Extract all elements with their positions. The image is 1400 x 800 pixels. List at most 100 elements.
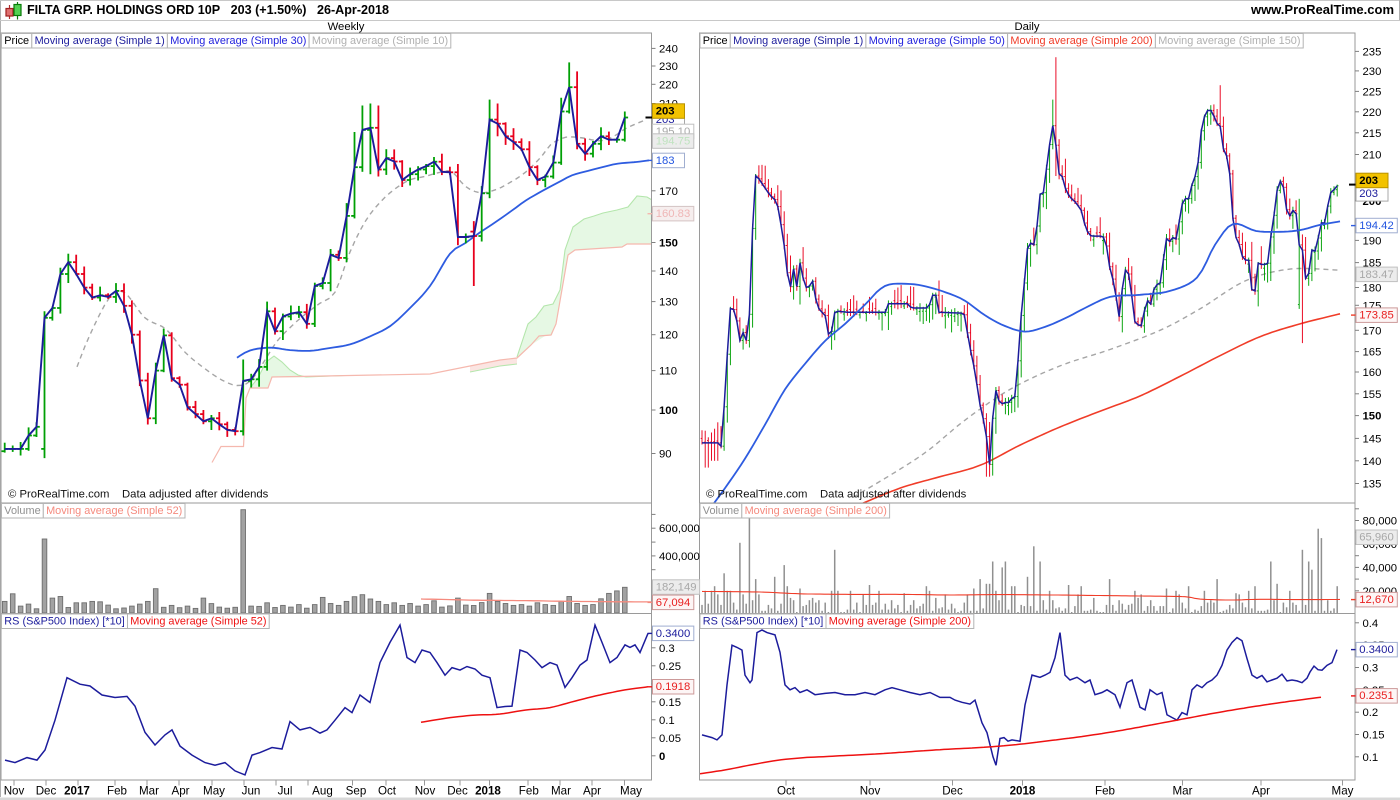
svg-text:2017: 2017 [64,785,90,798]
svg-text:90: 90 [659,449,672,461]
svg-text:170: 170 [659,186,678,198]
svg-text:0.25: 0.25 [659,661,681,673]
svg-text:230: 230 [659,61,678,73]
svg-text:Jun: Jun [242,785,261,798]
svg-text:Aug: Aug [312,785,333,798]
svg-text:0.05: 0.05 [659,733,681,745]
svg-text:235: 235 [1363,46,1382,58]
svg-text:Mar: Mar [1173,785,1193,798]
svg-text:12,670: 12,670 [1359,594,1394,606]
svg-text:203: 203 [656,105,675,117]
svg-text:Moving average (Simple 50): Moving average (Simple 50) [869,35,1005,47]
svg-text:600,000: 600,000 [659,523,700,535]
svg-text:194.75: 194.75 [656,135,691,147]
svg-text:180: 180 [1363,283,1382,295]
svg-text:Moving average (Simple 1): Moving average (Simple 1) [35,35,165,47]
svg-text:Oct: Oct [777,785,796,798]
svg-text:183: 183 [656,155,675,167]
svg-text:May: May [203,785,225,798]
svg-text:210: 210 [1363,150,1382,162]
svg-text:67,094: 67,094 [656,597,691,609]
svg-text:203: 203 [1359,175,1378,187]
svg-text:Dec: Dec [36,785,57,798]
svg-text:Jul: Jul [278,785,293,798]
svg-text:Dec: Dec [447,785,468,798]
svg-text:182,149: 182,149 [656,581,697,593]
svg-text:© ProRealTime.com: © ProRealTime.com [8,489,109,501]
svg-text:160: 160 [1363,367,1382,379]
svg-text:0.1: 0.1 [659,715,675,727]
svg-text:May: May [620,785,642,798]
svg-text:0.4: 0.4 [1363,618,1379,630]
svg-text:0.15: 0.15 [659,697,681,709]
svg-text:173.85: 173.85 [1359,310,1394,322]
svg-text:220: 220 [659,79,678,91]
svg-text:RS (S&P500 Index) [*10]: RS (S&P500 Index) [*10] [703,616,823,628]
svg-text:Data adjusted after dividends: Data adjusted after dividends [820,489,967,501]
svg-text:Feb: Feb [107,785,127,798]
svg-text:0: 0 [659,751,665,763]
svg-text:Moving average (Simple 52): Moving average (Simple 52) [46,505,182,517]
svg-text:140: 140 [659,266,678,278]
svg-text:145: 145 [1363,433,1382,445]
svg-text:0.3400: 0.3400 [1359,644,1394,656]
svg-text:Mar: Mar [139,785,159,798]
svg-text:Nov: Nov [415,785,436,798]
svg-text:100: 100 [659,405,678,417]
svg-text:RS (S&P500 Index) [*10]: RS (S&P500 Index) [*10] [4,616,124,628]
svg-text:400,000: 400,000 [659,551,700,563]
svg-text:194.42: 194.42 [1359,220,1394,232]
svg-text:40,000: 40,000 [1363,562,1398,574]
svg-text:0.3: 0.3 [659,643,675,655]
svg-text:Weekly: Weekly [328,21,365,33]
svg-text:170: 170 [1363,325,1382,337]
svg-text:150: 150 [659,238,678,250]
svg-text:May: May [1332,785,1354,798]
svg-text:130: 130 [659,297,678,309]
svg-text:150: 150 [1363,411,1382,423]
svg-text:Feb: Feb [1095,785,1115,798]
svg-text:230: 230 [1363,66,1382,78]
svg-text:0.15: 0.15 [1363,730,1385,742]
svg-text:0.3400: 0.3400 [656,628,691,640]
svg-text:220: 220 [1363,107,1382,119]
svg-text:0.1918: 0.1918 [656,681,691,693]
svg-text:2018: 2018 [475,785,501,798]
svg-text:Moving average (Simple 150): Moving average (Simple 150) [1158,35,1300,47]
svg-text:Feb: Feb [519,785,539,798]
svg-text:160.83: 160.83 [656,208,691,220]
svg-text:Moving average (Simple 1): Moving average (Simple 1) [733,35,863,47]
svg-text:Daily: Daily [1014,21,1039,33]
svg-text:Data adjusted after dividends: Data adjusted after dividends [122,489,269,501]
svg-text:Price: Price [703,35,728,47]
svg-text:Moving average (Simple 30): Moving average (Simple 30) [170,35,306,47]
svg-text:215: 215 [1363,128,1382,140]
svg-text:0.2351: 0.2351 [1359,690,1394,702]
svg-text:Dec: Dec [942,785,963,798]
svg-text:110: 110 [659,366,677,378]
svg-text:Mar: Mar [551,785,571,798]
svg-text:Price: Price [4,35,29,47]
svg-text:Apr: Apr [583,785,601,798]
svg-text:120: 120 [659,330,678,342]
svg-text:155: 155 [1363,389,1382,401]
svg-text:Moving average (Simple 52): Moving average (Simple 52) [130,616,266,628]
svg-text:0.1: 0.1 [1363,752,1379,764]
svg-text:240: 240 [659,43,678,55]
svg-text:Apr: Apr [1252,785,1270,798]
svg-text:Oct: Oct [378,785,397,798]
svg-text:Volume: Volume [4,505,40,517]
svg-text:183.47: 183.47 [1359,269,1394,281]
svg-text:2018: 2018 [1010,785,1036,798]
svg-text:Moving average (Simple 200): Moving average (Simple 200) [1010,35,1152,47]
svg-text:Moving average (Simple 200): Moving average (Simple 200) [745,505,887,517]
svg-text:Moving average (Simple 200): Moving average (Simple 200) [829,616,971,628]
svg-text:Nov: Nov [860,785,881,798]
svg-text:65,960: 65,960 [1359,532,1394,544]
svg-text:FILTA GRP. HOLDINGS ORD 10P: FILTA GRP. HOLDINGS ORD 10P 203 (+1.50%)… [27,2,389,17]
svg-text:225: 225 [1363,86,1382,98]
svg-text:140: 140 [1363,456,1382,468]
svg-text:© ProRealTime.com: © ProRealTime.com [706,489,807,501]
svg-text:0.2: 0.2 [1363,707,1379,719]
svg-text:Nov: Nov [4,785,25,798]
